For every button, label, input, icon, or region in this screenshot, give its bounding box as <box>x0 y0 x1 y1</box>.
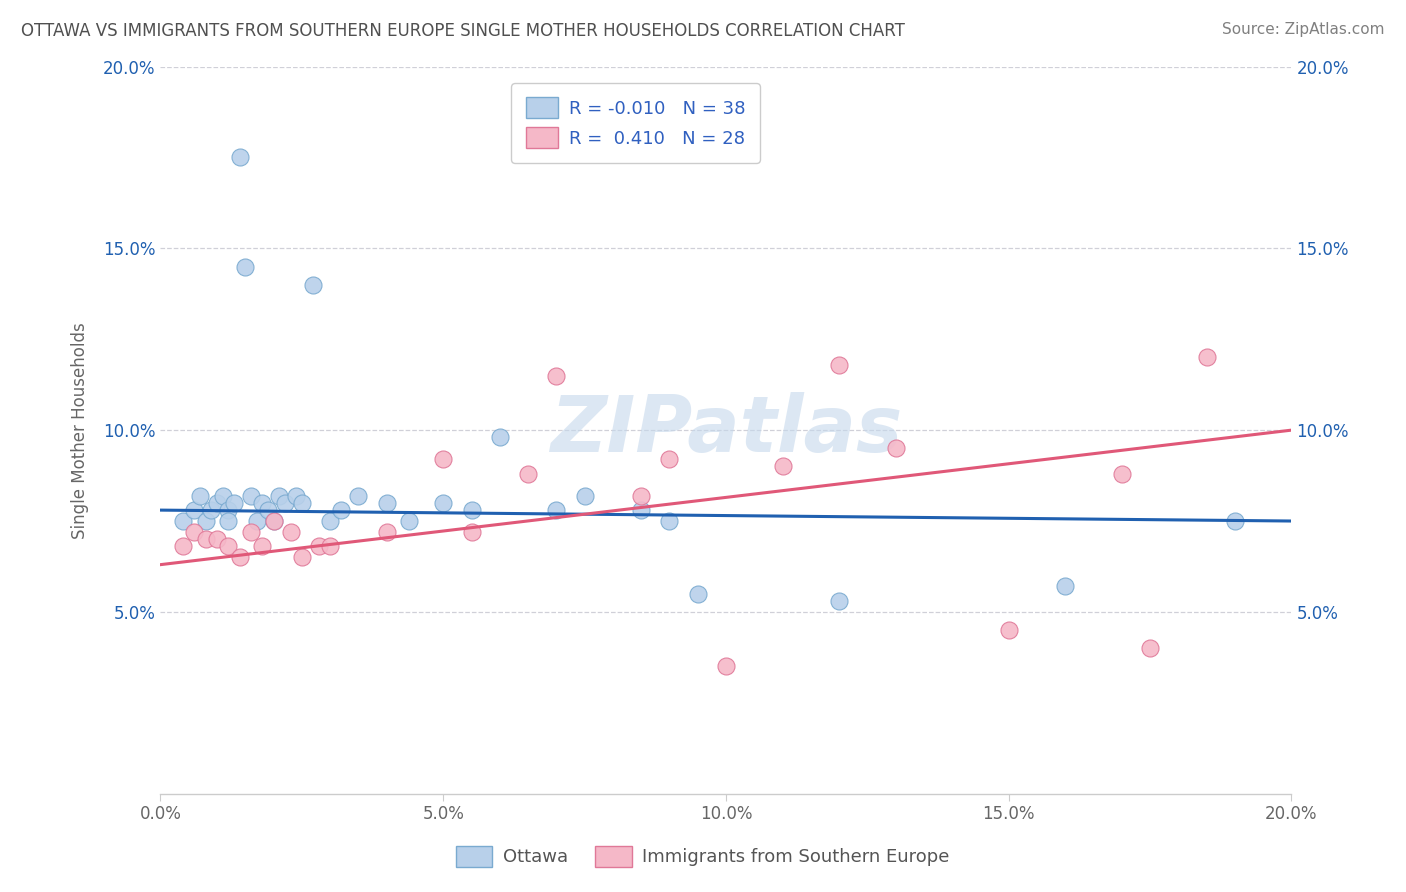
Point <box>222 496 245 510</box>
Point <box>194 514 217 528</box>
Point <box>200 503 222 517</box>
Point <box>330 503 353 517</box>
Point <box>574 489 596 503</box>
Point <box>263 514 285 528</box>
Point <box>188 489 211 503</box>
Point <box>546 503 568 517</box>
Point <box>205 532 228 546</box>
Point <box>280 524 302 539</box>
Point <box>828 358 851 372</box>
Legend: Ottawa, Immigrants from Southern Europe: Ottawa, Immigrants from Southern Europe <box>449 838 957 874</box>
Point <box>319 540 342 554</box>
Point <box>194 532 217 546</box>
Point <box>658 514 681 528</box>
Point <box>658 452 681 467</box>
Point <box>217 514 239 528</box>
Point <box>228 550 250 565</box>
Point <box>183 524 205 539</box>
Point <box>205 496 228 510</box>
Point <box>246 514 269 528</box>
Point <box>239 489 262 503</box>
Point <box>884 442 907 456</box>
Point <box>269 489 291 503</box>
Point <box>546 368 568 383</box>
Point <box>252 496 274 510</box>
Point <box>291 496 314 510</box>
Point <box>686 587 709 601</box>
Point <box>228 151 250 165</box>
Point <box>1223 514 1246 528</box>
Point <box>432 496 454 510</box>
Point <box>233 260 256 274</box>
Point <box>432 452 454 467</box>
Point <box>319 514 342 528</box>
Point <box>172 540 194 554</box>
Point <box>1054 579 1077 593</box>
Point <box>252 540 274 554</box>
Legend: R = -0.010   N = 38, R =  0.410   N = 28: R = -0.010 N = 38, R = 0.410 N = 28 <box>512 83 759 162</box>
Y-axis label: Single Mother Households: Single Mother Households <box>72 322 89 539</box>
Point <box>239 524 262 539</box>
Point <box>517 467 540 481</box>
Point <box>460 524 482 539</box>
Point <box>460 503 482 517</box>
Point <box>772 459 794 474</box>
Point <box>630 503 652 517</box>
Point <box>183 503 205 517</box>
Point <box>257 503 280 517</box>
Point <box>828 594 851 608</box>
Point <box>217 503 239 517</box>
Text: ZIPatlas: ZIPatlas <box>550 392 903 468</box>
Point <box>211 489 233 503</box>
Point <box>488 430 510 444</box>
Point <box>630 489 652 503</box>
Point <box>302 277 325 292</box>
Point <box>1139 641 1161 656</box>
Point <box>375 496 398 510</box>
Point <box>172 514 194 528</box>
Point <box>285 489 308 503</box>
Point <box>347 489 370 503</box>
Point <box>308 540 330 554</box>
Point <box>263 514 285 528</box>
Point <box>274 496 297 510</box>
Text: OTTAWA VS IMMIGRANTS FROM SOUTHERN EUROPE SINGLE MOTHER HOUSEHOLDS CORRELATION C: OTTAWA VS IMMIGRANTS FROM SOUTHERN EUROP… <box>21 22 905 40</box>
Point <box>1111 467 1133 481</box>
Text: Source: ZipAtlas.com: Source: ZipAtlas.com <box>1222 22 1385 37</box>
Point <box>217 540 239 554</box>
Point <box>1195 351 1218 365</box>
Point <box>714 659 737 673</box>
Point <box>398 514 420 528</box>
Point <box>375 524 398 539</box>
Point <box>291 550 314 565</box>
Point <box>997 623 1019 637</box>
